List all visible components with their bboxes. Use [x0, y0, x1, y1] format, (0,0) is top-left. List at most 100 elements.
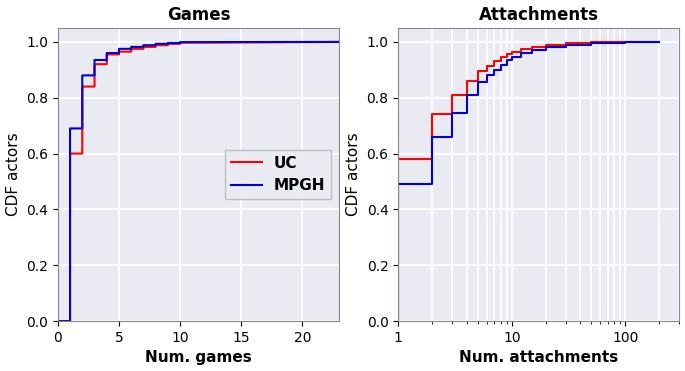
UC — [394, 319, 402, 324]
UC — [482, 63, 490, 68]
MPGH — [497, 68, 505, 72]
UC — [139, 47, 147, 51]
MPGH — [490, 73, 498, 78]
MPGH — [103, 58, 111, 62]
MPGH — [448, 111, 456, 115]
UC — [587, 40, 595, 45]
Line: UC: UC — [398, 42, 660, 321]
MPGH — [621, 41, 630, 45]
MPGH — [462, 111, 471, 115]
UC — [78, 151, 86, 156]
UC — [542, 42, 550, 47]
MPGH — [448, 135, 456, 139]
UC — [656, 40, 664, 44]
UC — [103, 52, 111, 57]
UC — [482, 69, 490, 73]
MPGH — [656, 40, 664, 44]
UC — [516, 49, 525, 54]
UC — [448, 93, 456, 97]
UC — [139, 45, 147, 49]
UC — [448, 112, 456, 117]
UC — [497, 59, 505, 64]
UC — [127, 47, 136, 51]
Title: Attachments: Attachments — [479, 6, 599, 23]
MPGH — [503, 58, 511, 63]
MPGH — [482, 80, 490, 85]
UC — [587, 41, 595, 46]
MPGH — [428, 182, 436, 187]
UC — [66, 151, 74, 156]
MPGH — [503, 63, 511, 67]
MPGH — [527, 47, 536, 52]
Line: MPGH: MPGH — [398, 42, 660, 321]
MPGH — [115, 47, 123, 51]
MPGH — [78, 73, 86, 78]
MPGH — [360, 40, 368, 44]
MPGH — [508, 58, 516, 63]
MPGH — [139, 45, 147, 49]
Line: MPGH: MPGH — [58, 42, 364, 321]
MPGH — [127, 47, 136, 51]
MPGH — [516, 51, 525, 55]
UC — [53, 319, 62, 324]
MPGH — [53, 319, 62, 324]
MPGH — [562, 45, 570, 49]
UC — [428, 112, 436, 117]
UC — [90, 62, 99, 66]
UC — [621, 40, 630, 44]
UC — [103, 62, 111, 66]
UC — [394, 157, 402, 161]
UC — [473, 69, 482, 73]
UC — [360, 40, 368, 44]
MPGH — [66, 126, 74, 131]
MPGH — [164, 41, 172, 45]
UC — [164, 42, 172, 46]
UC — [562, 42, 570, 47]
UC — [621, 40, 630, 45]
MPGH — [473, 80, 482, 85]
MPGH — [542, 45, 550, 49]
MPGH — [621, 40, 630, 45]
UC — [127, 49, 136, 54]
UC — [164, 43, 172, 47]
UC — [151, 43, 160, 47]
MPGH — [562, 42, 570, 47]
MPGH — [587, 42, 595, 47]
Y-axis label: CDF actors: CDF actors — [5, 133, 21, 216]
UC — [508, 49, 516, 54]
MPGH — [139, 43, 147, 47]
UC — [66, 319, 74, 324]
MPGH — [527, 51, 536, 55]
UC — [490, 63, 498, 68]
MPGH — [127, 45, 136, 49]
MPGH — [66, 319, 74, 324]
UC — [90, 84, 99, 89]
UC — [656, 40, 664, 44]
UC — [176, 42, 184, 46]
UC — [490, 59, 498, 64]
UC — [462, 79, 471, 83]
MPGH — [115, 51, 123, 55]
X-axis label: Num. attachments: Num. attachments — [459, 351, 619, 365]
UC — [527, 47, 536, 51]
Line: UC: UC — [58, 42, 364, 321]
MPGH — [90, 73, 99, 78]
UC — [462, 93, 471, 97]
MPGH — [394, 182, 402, 187]
MPGH — [482, 73, 490, 78]
MPGH — [497, 63, 505, 67]
Y-axis label: CDF actors: CDF actors — [346, 133, 361, 216]
MPGH — [394, 319, 402, 324]
MPGH — [473, 93, 482, 97]
UC — [115, 49, 123, 54]
UC — [503, 52, 511, 56]
MPGH — [508, 55, 516, 59]
UC — [473, 79, 482, 83]
UC — [527, 45, 536, 49]
UC — [503, 55, 511, 60]
UC — [176, 40, 184, 45]
MPGH — [462, 93, 471, 97]
MPGH — [176, 40, 184, 45]
UC — [115, 52, 123, 57]
Title: Games: Games — [166, 6, 230, 23]
